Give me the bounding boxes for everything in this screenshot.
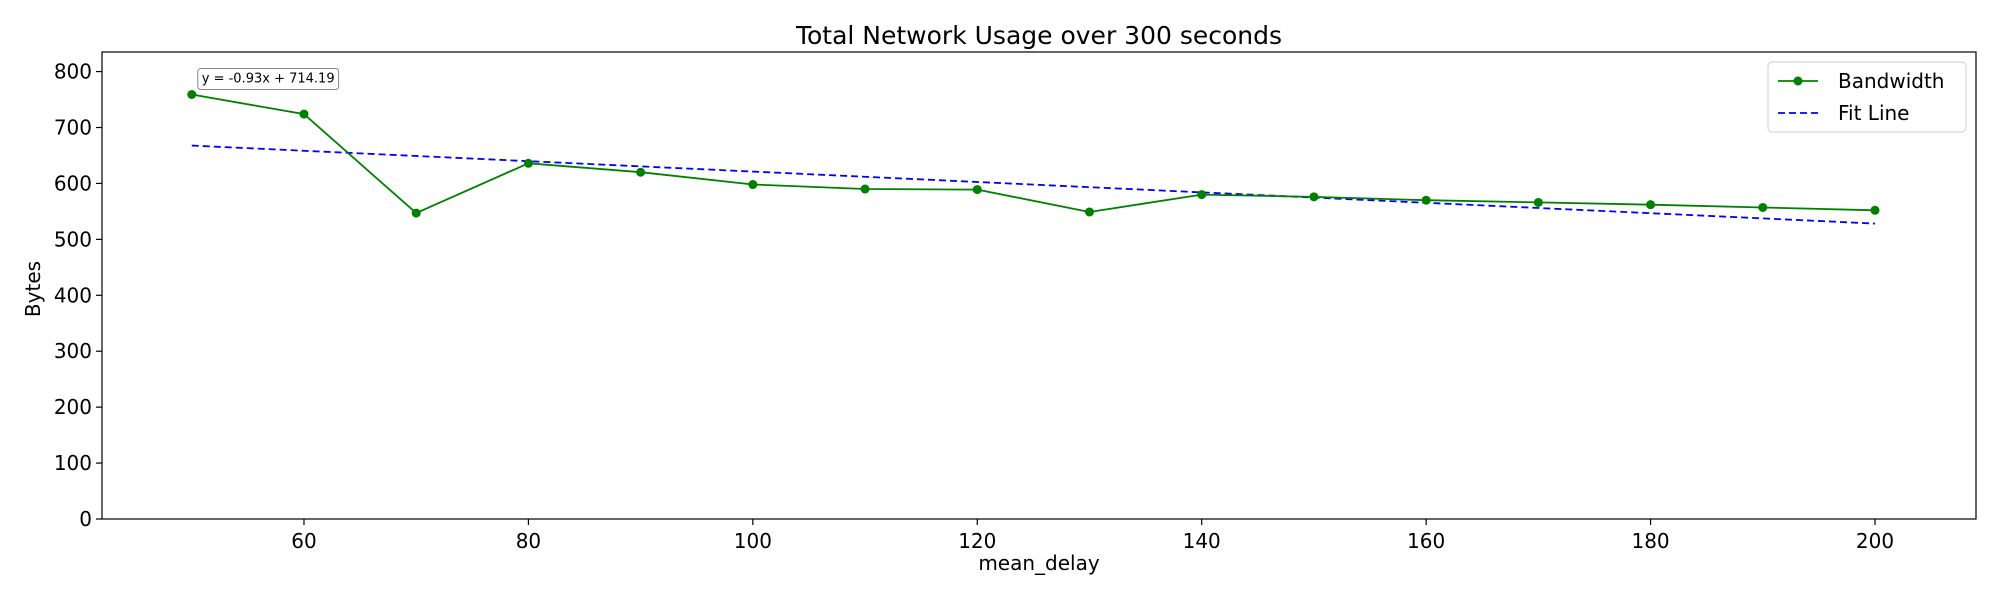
y-tick-label: 600 [54,171,92,195]
bandwidth-point [636,167,646,177]
chart-title: Total Network Usage over 300 seconds [795,21,1282,50]
annotation-box [197,68,340,91]
bandwidth-point [1309,192,1319,202]
legend-bandwidth-label: Bandwidth [1838,69,1944,93]
bandwidth-point [1197,190,1207,200]
x-axis-label: mean_delay [978,551,1100,575]
bandwidth-point [972,185,982,195]
bandwidth-point [411,208,421,218]
bandwidth-point [187,90,197,100]
legend-bandwidth-marker [1793,76,1803,86]
y-tick-label: 300 [54,339,92,363]
x-tick-label: 140 [1183,529,1221,553]
bandwidth-point [1533,197,1543,207]
bandwidth-point [299,109,309,119]
y-axis-label: Bytes [21,261,45,317]
bandwidth-point [1421,195,1431,205]
legend-box [1767,61,1967,133]
plot-frame [101,51,1977,520]
fit-equation-annotation: y = -0.93x + 714.19 [202,72,335,87]
bandwidth-point [523,158,533,168]
bandwidth-point [860,184,870,194]
y-tick-label: 400 [54,283,92,307]
bandwidth-line [191,93,1876,215]
x-tick-label: 80 [516,529,541,553]
x-tick-label: 120 [958,529,996,553]
y-tick-label: 500 [54,227,92,251]
bandwidth-point [1646,200,1656,210]
bandwidth-point [1084,207,1094,217]
x-tick-label: 180 [1631,529,1669,553]
bandwidth-point [1758,202,1768,212]
legend-fit-label: Fit Line [1838,101,1909,125]
bandwidth-point [1870,205,1880,215]
x-tick-label: 160 [1407,529,1445,553]
plot-area: 60 80 100 120 140 160 180 200 0 100 200 300 400 500 60… [54,51,1977,553]
y-tick-label: 700 [54,116,92,140]
y-tick-label: 800 [54,60,92,84]
x-tick-label: 100 [734,529,772,553]
bandwidth-point [748,180,758,190]
x-tick-label: 60 [291,529,316,553]
x-tick-label: 200 [1856,529,1894,553]
y-tick-label: 200 [54,395,92,419]
fit-line [191,144,1876,225]
y-tick-label: 0 [79,507,92,531]
y-tick-label: 100 [54,451,92,475]
